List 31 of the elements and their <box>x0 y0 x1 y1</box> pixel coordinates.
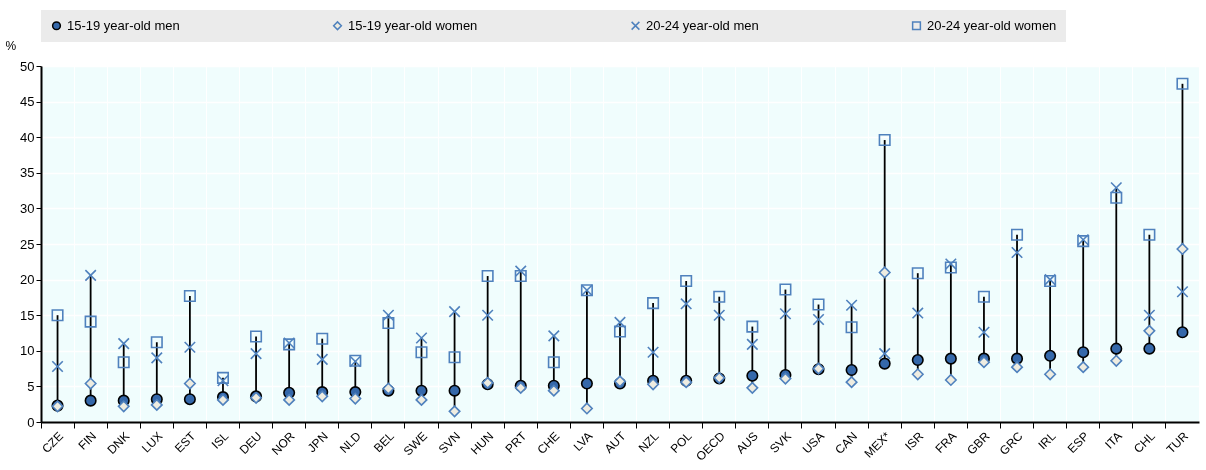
y-tick-label: 25 <box>20 236 35 252</box>
y-tick-label: 0 <box>27 414 35 430</box>
legend-label: 15-19 year-old women <box>348 17 478 33</box>
x-tick-label: POL <box>667 428 695 456</box>
legend-label: 15-19 year-old men <box>67 17 180 33</box>
x-tick-label: LVA <box>570 429 596 454</box>
x-tick-label: BEL <box>370 428 398 456</box>
y-tick-label: 20 <box>20 272 35 288</box>
y-tick-label: 10 <box>20 343 35 359</box>
y-tick-label: 40 <box>20 129 35 145</box>
x-tick-label: ITA <box>1102 429 1125 452</box>
x-tick-label: TUR <box>1163 428 1192 457</box>
y-tick-label: 35 <box>20 165 35 181</box>
x-tick-label: ISL <box>208 428 232 452</box>
x-tick-label: USA <box>799 429 827 457</box>
y-tick-label: 15 <box>20 307 35 323</box>
legend-label: 20-24 year-old women <box>927 17 1057 33</box>
x-tick-label: JPN <box>304 429 331 456</box>
y-tick-label: 50 <box>20 58 35 74</box>
x-tick-label: NLD <box>336 428 365 456</box>
legend-label: 20-24 year-old men <box>646 17 759 33</box>
x-tick-label: CHL <box>1130 428 1159 456</box>
x-tick-label: FRA <box>932 429 960 456</box>
x-tick-label: NZL <box>635 428 662 456</box>
y-tick-label: 5 <box>27 378 35 394</box>
y-axis-title: % <box>5 38 17 53</box>
x-tick-label: ISR <box>902 428 927 454</box>
x-tick-label: FIN <box>75 429 100 453</box>
y-tick-label: 45 <box>20 94 35 110</box>
y-tick-label: 30 <box>20 200 35 216</box>
x-tick-label: IRL <box>1035 428 1059 453</box>
